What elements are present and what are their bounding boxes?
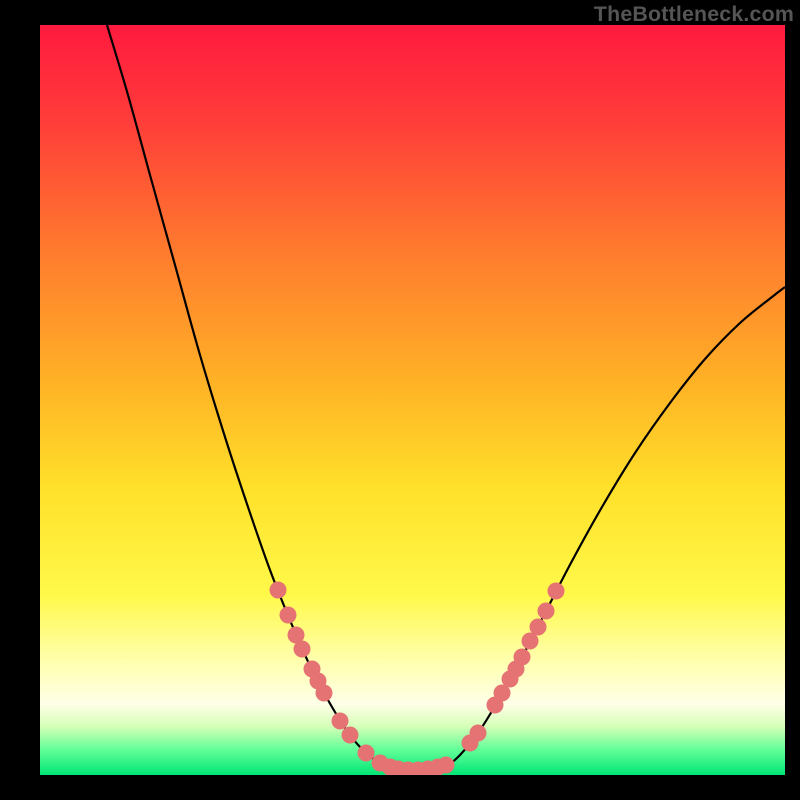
- data-dot: [470, 725, 487, 742]
- data-dot: [270, 582, 287, 599]
- data-dot: [358, 745, 375, 762]
- data-dot: [438, 757, 455, 774]
- chart-frame: TheBottleneck.com: [0, 0, 800, 800]
- data-dot: [280, 607, 297, 624]
- watermark-text: TheBottleneck.com: [594, 2, 794, 27]
- data-dot: [530, 619, 547, 636]
- data-dot: [316, 685, 333, 702]
- bottleneck-chart: [0, 0, 800, 800]
- data-dot: [538, 603, 555, 620]
- data-dot: [514, 649, 531, 666]
- data-dot: [548, 583, 565, 600]
- data-dot: [332, 713, 349, 730]
- data-dot: [294, 641, 311, 658]
- data-dot: [342, 727, 359, 744]
